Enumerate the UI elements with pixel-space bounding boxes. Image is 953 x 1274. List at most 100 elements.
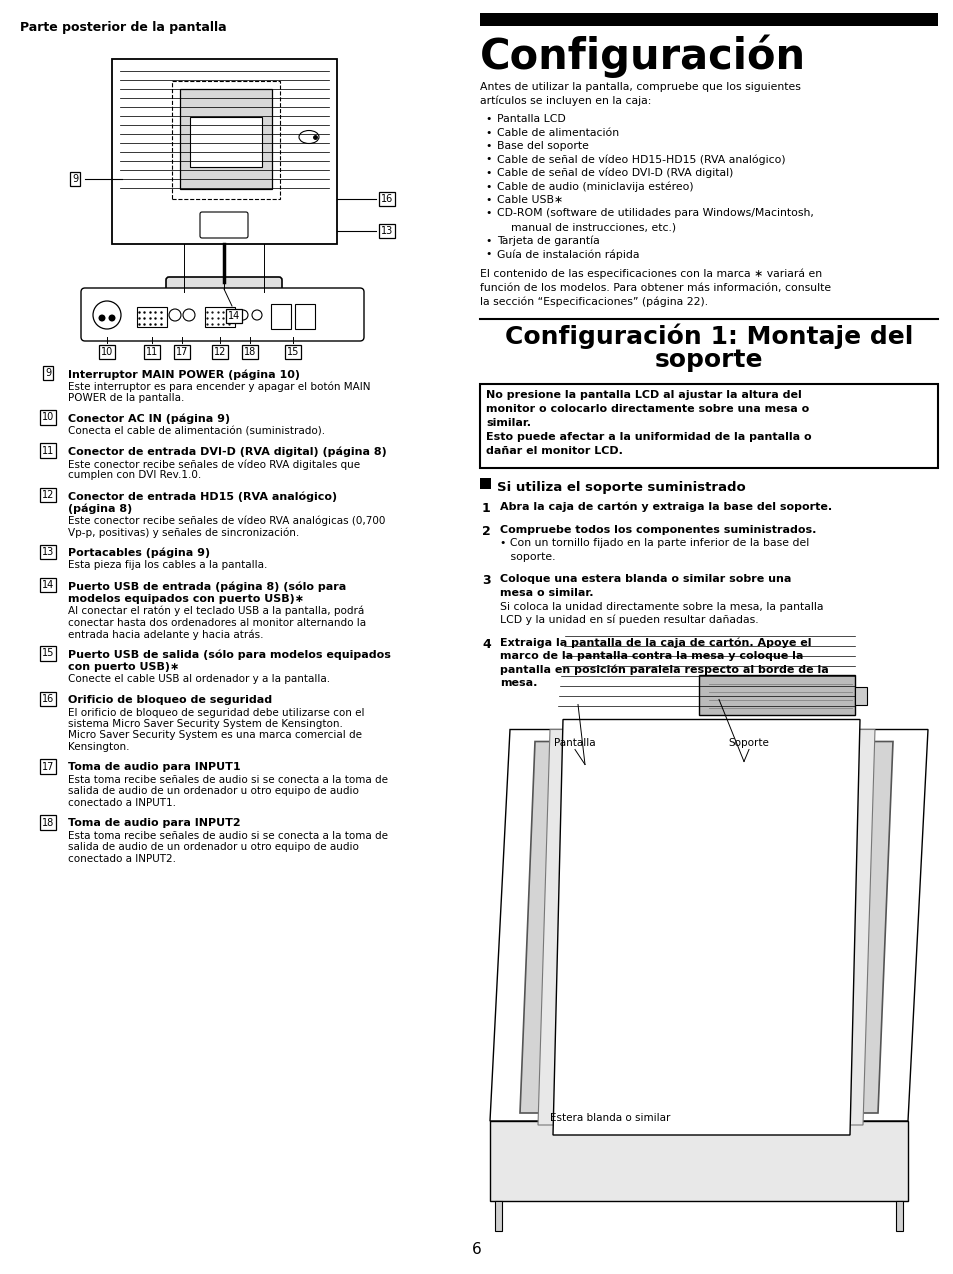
Text: Compruebe todos los componentes suministrados.: Compruebe todos los componentes suminist…	[499, 525, 816, 535]
Text: soporte: soporte	[654, 349, 762, 372]
Bar	[137, 307, 167, 327]
Text: Conector de entrada HD15 (RVA analógico): Conector de entrada HD15 (RVA analógico)	[68, 490, 336, 502]
Text: Orificio de bloqueo de seguridad: Orificio de bloqueo de seguridad	[68, 696, 272, 705]
Bar	[479, 13, 937, 25]
Polygon shape	[490, 730, 927, 1121]
Text: Kensington.: Kensington.	[68, 741, 130, 752]
Bar	[112, 59, 336, 245]
Text: 12: 12	[213, 347, 226, 357]
Text: •: •	[484, 141, 491, 152]
Text: Esta toma recibe señales de audio si se conecta a la toma de: Esta toma recibe señales de audio si se …	[68, 831, 388, 841]
Ellipse shape	[298, 130, 318, 144]
Text: 15: 15	[42, 648, 54, 659]
Text: Interruptor MAIN POWER (página 10): Interruptor MAIN POWER (página 10)	[68, 369, 299, 380]
Text: soporte.: soporte.	[499, 552, 555, 562]
Text: salida de audio de un ordenador u otro equipo de audio: salida de audio de un ordenador u otro e…	[68, 786, 358, 796]
Text: Este interruptor es para encender y apagar el botón MAIN: Este interruptor es para encender y apag…	[68, 381, 370, 392]
Text: •: •	[484, 181, 491, 191]
Bar	[205, 307, 234, 327]
Text: cumplen con DVI Rev.1.0.: cumplen con DVI Rev.1.0.	[68, 470, 201, 480]
Text: sistema Micro Saver Security System de Kensington.: sistema Micro Saver Security System de K…	[68, 719, 342, 729]
Text: •: •	[484, 236, 491, 246]
Text: •: •	[484, 154, 491, 164]
Text: 14: 14	[42, 580, 54, 590]
Bar	[895, 1201, 902, 1231]
Text: LCD y la unidad en sí pueden resultar dañadas.: LCD y la unidad en sí pueden resultar da…	[499, 614, 758, 626]
Text: Antes de utilizar la pantalla, compruebe que los siguientes
artículos se incluye: Antes de utilizar la pantalla, compruebe…	[479, 82, 800, 106]
Text: Configuración: Configuración	[479, 34, 805, 78]
Text: 6: 6	[472, 1241, 481, 1256]
Circle shape	[98, 315, 106, 321]
Text: Esta pieza fija los cables a la pantalla.: Esta pieza fija los cables a la pantalla…	[68, 561, 267, 571]
Text: Coloque una estera blanda o similar sobre una: Coloque una estera blanda o similar sobr…	[499, 575, 791, 585]
Text: Configuración 1: Montaje del: Configuración 1: Montaje del	[504, 324, 912, 349]
Text: Tarjeta de garantía: Tarjeta de garantía	[497, 236, 599, 246]
Text: Conecta el cable de alimentación (suministrado).: Conecta el cable de alimentación (sumini…	[68, 426, 325, 436]
Text: 18: 18	[244, 347, 255, 357]
Text: Cable de señal de vídeo DVI-D (RVA digital): Cable de señal de vídeo DVI-D (RVA digit…	[497, 168, 733, 178]
Text: 3: 3	[481, 575, 490, 587]
Bar	[294, 304, 314, 329]
Polygon shape	[490, 1121, 907, 1201]
Text: Portacables (página 9): Portacables (página 9)	[68, 548, 210, 558]
Text: 16: 16	[380, 194, 393, 204]
Text: Si coloca la unidad directamente sobre la mesa, la pantalla: Si coloca la unidad directamente sobre l…	[499, 601, 822, 612]
Text: Soporte: Soporte	[728, 738, 769, 748]
Text: •: •	[484, 195, 491, 205]
Circle shape	[109, 315, 115, 321]
Text: Conecte el cable USB al ordenador y a la pantalla.: Conecte el cable USB al ordenador y a la…	[68, 674, 330, 684]
Text: No presione la pantalla LCD al ajustar la altura del: No presione la pantalla LCD al ajustar l…	[485, 390, 801, 400]
Text: mesa o similar.: mesa o similar.	[499, 589, 593, 598]
Text: Extraiga la pantalla de la caja de cartón. Apoye el: Extraiga la pantalla de la caja de cartó…	[499, 637, 811, 648]
Polygon shape	[519, 741, 892, 1113]
Bar	[479, 478, 491, 488]
Text: •: •	[484, 248, 491, 259]
Text: Este conector recibe señales de vídeo RVA analógicas (0,700: Este conector recibe señales de vídeo RV…	[68, 516, 385, 526]
Text: 9: 9	[45, 368, 51, 378]
Text: mesa.: mesa.	[499, 678, 537, 688]
Text: Cable USB∗: Cable USB∗	[497, 195, 562, 205]
Text: 15: 15	[287, 347, 299, 357]
Text: Base del soporte: Base del soporte	[497, 141, 588, 152]
Text: Esto puede afectar a la uniformidad de la pantalla o: Esto puede afectar a la uniformidad de l…	[485, 432, 811, 442]
Text: 11: 11	[146, 347, 158, 357]
Text: Puerto USB de entrada (página 8) (sólo para: Puerto USB de entrada (página 8) (sólo p…	[68, 581, 346, 591]
Text: Cable de alimentación: Cable de alimentación	[497, 127, 618, 138]
Text: Esta toma recibe señales de audio si se conecta a la toma de: Esta toma recibe señales de audio si se …	[68, 775, 388, 785]
Text: conectado a INPUT1.: conectado a INPUT1.	[68, 798, 175, 808]
Text: conectado a INPUT2.: conectado a INPUT2.	[68, 854, 175, 864]
Text: Toma de audio para INPUT1: Toma de audio para INPUT1	[68, 763, 240, 772]
Text: 9: 9	[71, 175, 78, 183]
Bar	[479, 383, 937, 468]
Text: marco de la pantalla contra la mesa y coloque la: marco de la pantalla contra la mesa y co…	[499, 651, 802, 661]
Text: similar.: similar.	[485, 418, 531, 428]
Text: pantalla en posición paralela respecto al borde de la: pantalla en posición paralela respecto a…	[499, 665, 828, 675]
Text: 2: 2	[481, 525, 490, 538]
Bar	[172, 82, 280, 199]
Bar	[190, 117, 262, 167]
Text: •: •	[484, 168, 491, 178]
Text: 10: 10	[42, 413, 54, 423]
Text: Abra la caja de cartón y extraiga la base del soporte.: Abra la caja de cartón y extraiga la bas…	[499, 502, 831, 512]
Text: 12: 12	[42, 490, 54, 499]
Polygon shape	[699, 674, 854, 715]
Bar	[271, 304, 291, 329]
Text: Parte posterior de la pantalla: Parte posterior de la pantalla	[20, 20, 227, 34]
Text: 1: 1	[481, 502, 490, 515]
Text: Al conectar el ratón y el teclado USB a la pantalla, podrá: Al conectar el ratón y el teclado USB a …	[68, 606, 364, 617]
Text: 4: 4	[481, 637, 490, 651]
Text: Micro Saver Security System es una marca comercial de: Micro Saver Security System es una marca…	[68, 730, 361, 740]
Text: El orificio de bloqueo de seguridad debe utilizarse con el: El orificio de bloqueo de seguridad debe…	[68, 707, 364, 717]
Text: Pantalla: Pantalla	[554, 738, 596, 748]
Text: Guía de instalación rápida: Guía de instalación rápida	[497, 248, 639, 260]
Text: •: •	[484, 209, 491, 219]
Text: conectar hasta dos ordenadores al monitor alternando la: conectar hasta dos ordenadores al monito…	[68, 618, 366, 628]
Text: •: •	[484, 113, 491, 124]
Text: dañar el monitor LCD.: dañar el monitor LCD.	[485, 446, 622, 456]
Text: Si utiliza el soporte suministrado: Si utiliza el soporte suministrado	[497, 480, 745, 493]
Text: 17: 17	[42, 762, 54, 772]
Text: 18: 18	[42, 818, 54, 828]
Polygon shape	[553, 720, 859, 1135]
Polygon shape	[537, 730, 874, 1125]
Text: 13: 13	[380, 225, 393, 236]
